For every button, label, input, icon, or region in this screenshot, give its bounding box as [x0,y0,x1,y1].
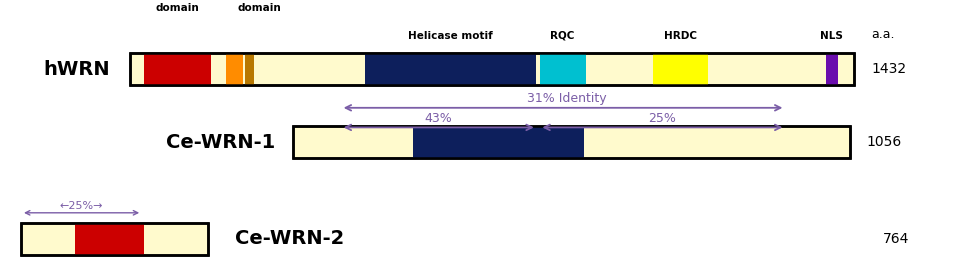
Bar [226,53,243,85]
Text: Exonuclease
domain: Exonuclease domain [141,0,214,13]
Bar [826,53,838,85]
Bar [293,126,850,158]
Text: Ce-WRN-1: Ce-WRN-1 [166,133,276,151]
Text: a.a.: a.a. [872,28,895,41]
Text: 43%: 43% [425,112,452,125]
Text: Ce-WRN-2: Ce-WRN-2 [235,229,345,248]
Bar [75,223,144,255]
Text: NLS: NLS [820,31,843,41]
Text: Helicase motif: Helicase motif [408,31,492,41]
Bar [245,53,254,85]
Text: HRDC: HRDC [664,31,697,41]
Bar [130,53,854,85]
Bar [130,53,854,85]
Text: 1432: 1432 [872,62,907,76]
Text: 25%: 25% [648,112,677,125]
Bar [653,53,708,85]
Text: RQC: RQC [550,31,575,41]
Text: ←25%→: ←25%→ [60,200,104,211]
Text: 1056: 1056 [867,135,902,149]
Text: 31% Identity: 31% Identity [527,92,606,105]
Bar [21,223,208,255]
Bar [293,126,850,158]
Bar [365,53,536,85]
Bar [413,126,584,158]
Bar [21,223,208,255]
Bar [540,53,586,85]
Text: Acidic
domain: Acidic domain [237,0,281,13]
Text: 764: 764 [883,232,909,246]
Bar [144,53,211,85]
Text: hWRN: hWRN [44,60,110,79]
